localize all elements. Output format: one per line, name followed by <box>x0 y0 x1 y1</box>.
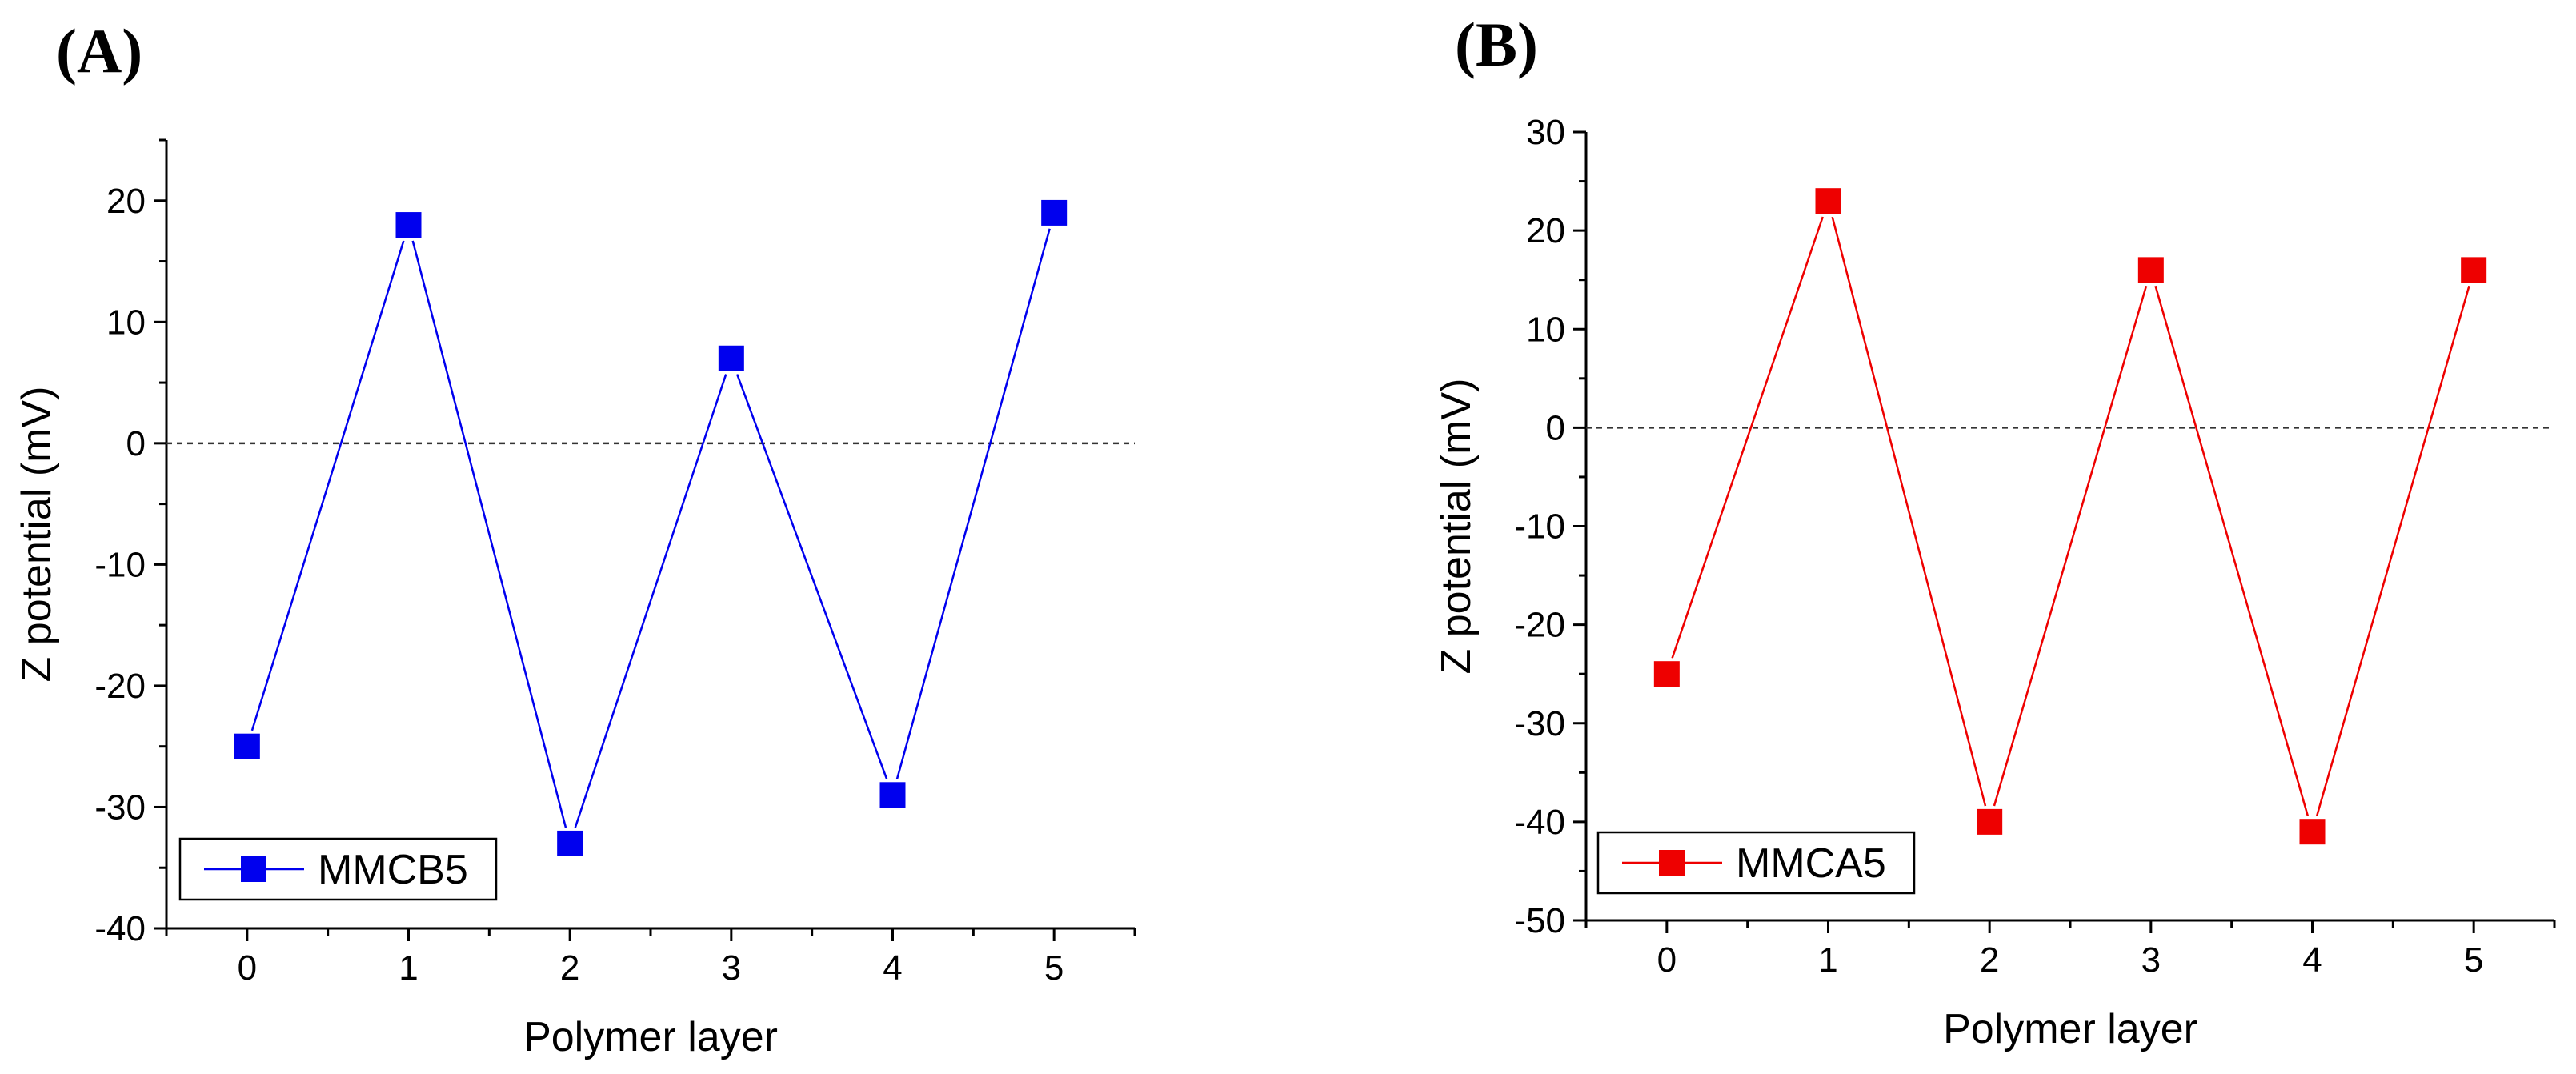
data-point-marker <box>1977 808 2003 835</box>
series-line-segment <box>411 240 567 828</box>
panel-label: (A) <box>56 16 142 86</box>
x-axis-label: Polymer layer <box>1943 1006 2197 1052</box>
series-line-segment <box>2316 285 2470 816</box>
y-tick-label: 10 <box>1526 310 1565 349</box>
y-tick-label: -20 <box>94 667 146 706</box>
series-line-segment <box>1993 285 2148 807</box>
data-point-marker <box>2137 257 2164 283</box>
x-tick-label: 0 <box>238 948 257 988</box>
x-axis-label: Polymer layer <box>523 1014 778 1060</box>
series-line-segment <box>895 228 1051 779</box>
y-tick-label: -40 <box>1514 803 1565 842</box>
series-line-segment <box>1671 216 1824 659</box>
x-tick-label: 5 <box>1044 948 1064 988</box>
chart-panel-1: (B) -50 -40 -30 -20 -10 0 10 20 30 0 1 2 3 4 5 Polymer l… <box>1433 10 2556 1052</box>
x-tick-label: 1 <box>399 948 418 988</box>
legend-marker-swatch <box>241 856 266 882</box>
data-point-marker <box>234 733 260 759</box>
x-tick-label: 0 <box>1657 940 1677 980</box>
panel-label: (B) <box>1455 10 1538 79</box>
y-tick-label: 20 <box>1526 211 1565 250</box>
y-tick-label: -10 <box>94 545 146 584</box>
legend-label: MMCB5 <box>318 847 468 893</box>
x-tick-label: 2 <box>560 948 579 988</box>
data-point-marker <box>1815 188 1841 214</box>
y-tick-label: -30 <box>94 787 146 827</box>
y-tick-label: 0 <box>126 424 146 463</box>
y-tick-label: 10 <box>106 303 146 342</box>
y-tick-label: -40 <box>94 909 146 948</box>
y-tick-label: -20 <box>1514 606 1565 645</box>
y-tick-label: -50 <box>1514 901 1565 940</box>
x-tick-label: 3 <box>2141 940 2161 980</box>
data-point-marker <box>2299 819 2326 845</box>
y-axis-label: Z potential (mV) <box>1433 379 1480 675</box>
x-tick-label: 1 <box>1818 940 1837 980</box>
y-tick-label: 30 <box>1526 113 1565 152</box>
x-tick-label: 3 <box>722 948 741 988</box>
y-tick-label: -30 <box>1514 704 1565 743</box>
y-tick-label: 0 <box>1546 408 1565 447</box>
chart-panel-0: (A) -40 -30 -20 -10 0 10 20 0 1 2 3 4 5 Polymer layer Z… <box>14 16 1136 1060</box>
series-line-segment <box>1831 216 1987 807</box>
y-tick-label: 20 <box>106 182 146 221</box>
data-point-marker <box>2461 257 2487 283</box>
data-point-marker <box>1653 661 1680 687</box>
x-tick-label: 4 <box>883 948 902 988</box>
legend-label: MMCA5 <box>1736 840 1886 887</box>
data-point-marker <box>557 830 583 856</box>
data-point-marker <box>718 345 744 371</box>
y-axis-label: Z potential (mV) <box>14 387 60 683</box>
x-tick-label: 5 <box>2464 940 2483 980</box>
x-tick-label: 2 <box>1980 940 1999 980</box>
series-line-segment <box>574 374 727 828</box>
y-tick-label: -10 <box>1514 507 1565 547</box>
series-line-segment <box>2154 285 2309 816</box>
data-point-marker <box>395 212 422 238</box>
series-line-segment <box>250 240 405 731</box>
series-line-segment <box>735 374 888 779</box>
data-point-marker <box>879 782 906 808</box>
data-point-marker <box>1041 199 1068 226</box>
x-tick-label: 4 <box>2302 940 2322 980</box>
legend-marker-swatch <box>1659 850 1685 876</box>
